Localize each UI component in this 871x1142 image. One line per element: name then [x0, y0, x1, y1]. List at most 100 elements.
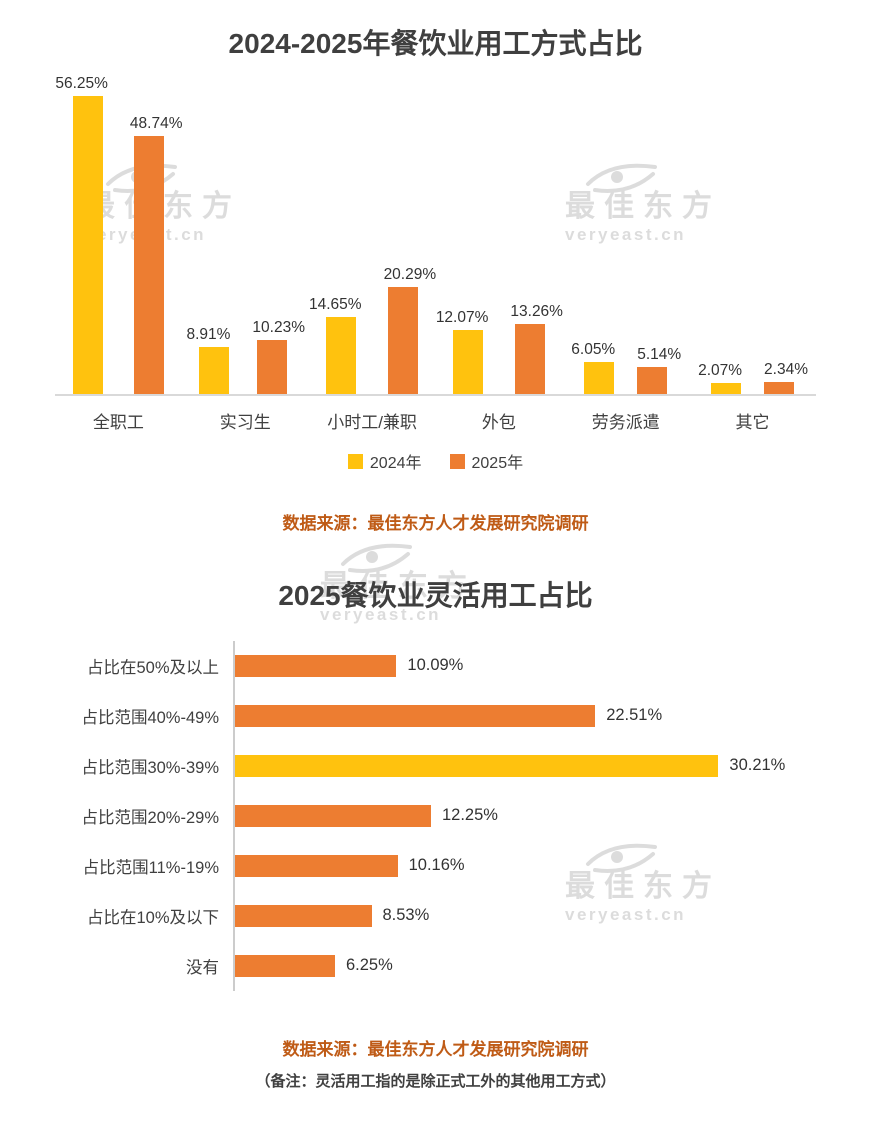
bar-2025年-外包 — [514, 324, 545, 395]
hbar-row-6: 没有 6.25% — [18, 940, 831, 991]
legend-swatch-2024 — [347, 453, 363, 469]
hbar-占比范围20%-29% — [235, 804, 431, 827]
chart1-employment-methods: 2024-2025年餐饮业用工方式占比 56.25% 48.74% 8.91% 10.… — [0, 26, 871, 534]
chart2-plot-area: 占比在50%及以上 10.09% 占比范围40%-49% 22.51% 占比范围30%-… — [18, 640, 831, 991]
hbar-value-label-5: 8.53% — [382, 906, 430, 925]
hbar-value-label-3: 12.25% — [442, 806, 498, 825]
chart2-note-text: （备注：灵活用工指的是除正式工外的其他用工方式） — [255, 1072, 616, 1090]
bar-wrap: 20.29% — [377, 266, 436, 395]
hbar-value-label-4: 10.16% — [408, 856, 465, 875]
hbar-row-3: 占比范围20%-29% 12.25% — [18, 790, 831, 841]
bar-wrap: 2.07% — [698, 362, 748, 395]
category-label-0: 全职工 — [92, 413, 144, 433]
hbar-占比在50%及以上 — [235, 654, 397, 677]
hbar-category-label-4: 占比范围11%-19% — [82, 858, 219, 877]
bar-value-label: 10.23% — [252, 319, 305, 337]
bar-wrap: 12.07% — [436, 309, 495, 395]
hbar-row-0: 占比在50%及以上 10.09% — [18, 640, 831, 691]
bar-2025年-劳务派遣 — [637, 367, 668, 395]
bar-group-3: 12.07% 13.26% — [435, 78, 563, 395]
hbar-value-label-2: 30.21% — [729, 756, 786, 775]
bar-value-label: 2.07% — [698, 362, 743, 380]
bar-2024年-全职工 — [72, 96, 103, 395]
hbar-category-label-3: 占比范围20%-29% — [81, 808, 219, 827]
hbar-track-4: 10.16% — [233, 840, 831, 891]
bar-wrap: 13.26% — [503, 303, 563, 395]
chart1-source-text: 数据来源：最佳东方人才发展研究院调研 — [282, 514, 589, 534]
hbar-row-5: 占比在10%及以下 8.53% — [18, 890, 831, 941]
hbar-没有 — [235, 954, 335, 977]
bar-group-5: 2.07% 2.34% — [689, 78, 816, 395]
hbar-track-1: 22.51% — [233, 690, 831, 741]
category-label-4: 劳务派遣 — [591, 413, 660, 433]
bar-value-label: 20.29% — [383, 265, 437, 283]
bar-2025年-其它 — [764, 382, 795, 395]
bar-group-2: 14.65% 20.29% — [309, 78, 436, 395]
bar-2024年-其它 — [711, 383, 742, 395]
veryeast-logo-icon — [341, 543, 412, 573]
bar-wrap: 10.23% — [245, 319, 305, 395]
legend-item-2024: 2024年 — [347, 449, 422, 473]
legend-label-2024: 2024年 — [369, 455, 422, 473]
bar-value-label: 2.34% — [764, 361, 808, 378]
hbar-value-label-0: 10.09% — [407, 656, 464, 675]
bar-group-4: 6.05% 5.14% — [562, 78, 689, 395]
hbar-track-2: 30.21% — [233, 740, 831, 791]
hbar-category-label-6: 没有 — [186, 958, 219, 977]
bar-2025年-小时工/兼职 — [387, 286, 418, 395]
bar-value-label: 6.05% — [571, 341, 616, 359]
bar-2024年-劳务派遣 — [584, 362, 615, 395]
category-label-1: 实习生 — [219, 413, 271, 433]
hbar-category-label-2: 占比范围30%-39% — [81, 758, 219, 777]
bar-wrap: 2.34% — [757, 361, 808, 395]
bar-group-0: 56.25% 48.74% — [55, 75, 182, 395]
hbar-row-1: 占比范围40%-49% 22.51% — [18, 690, 831, 741]
bar-value-label: 13.26% — [510, 303, 563, 321]
category-label-2: 小时工/兼职 — [327, 413, 417, 433]
bar-value-label: 8.91% — [186, 326, 231, 344]
legend-swatch-2025 — [449, 453, 465, 469]
hbar-占比范围11%-19% — [235, 854, 398, 877]
chart1-legend: 2024年 2025年 — [0, 449, 871, 473]
hbar-track-3: 12.25% — [233, 790, 831, 841]
chart2-flexible-employment: 2025餐饮业灵活用工占比 占比在50%及以上 10.09% 占比范围40%-49%… — [0, 578, 871, 1090]
chart1-category-axis: 全职工 实习生 小时工/兼职 外包 劳务派遣 其它 — [55, 396, 816, 433]
chart2-title: 2025餐饮业灵活用工占比 — [278, 580, 593, 612]
hbar-value-label-1: 22.51% — [606, 706, 663, 725]
chart1-title: 2024-2025年餐饮业用工方式占比 — [228, 28, 643, 59]
legend-label-2025: 2025年 — [471, 455, 524, 473]
bar-2024年-实习生 — [199, 347, 230, 395]
hbar-category-label-5: 占比在10%及以下 — [86, 908, 219, 927]
hbar-value-label-6: 6.25% — [346, 956, 393, 975]
hbar-category-label-0: 占比在50%及以上 — [86, 658, 219, 677]
category-label-3: 外包 — [481, 413, 516, 433]
bar-value-label: 12.07% — [435, 309, 489, 327]
hbar-占比范围40%-49% — [235, 704, 596, 727]
bar-wrap: 56.25% — [55, 75, 114, 395]
bar-wrap: 48.74% — [123, 115, 182, 395]
bar-2024年-小时工/兼职 — [326, 316, 357, 395]
hbar-占比范围30%-39% — [235, 754, 719, 777]
chart2-source-text: 数据来源：最佳东方人才发展研究院调研 — [282, 1039, 589, 1059]
bar-wrap: 8.91% — [186, 326, 236, 395]
bar-wrap: 6.05% — [571, 341, 621, 395]
bar-2024年-外包 — [453, 330, 484, 395]
hbar-row-2: 占比范围30%-39% 30.21% — [18, 740, 831, 791]
legend-item-2025: 2025年 — [449, 449, 524, 473]
chart1-plot-area: 56.25% 48.74% 8.91% 10.23% 14.65% 20.29% 12.07… — [55, 75, 816, 397]
hbar-track-0: 10.09% — [233, 640, 831, 691]
hbar-track-6: 6.25% — [233, 940, 831, 991]
bar-value-label: 48.74% — [129, 115, 183, 133]
bar-wrap: 5.14% — [630, 346, 681, 395]
bar-value-label: 5.14% — [637, 346, 682, 364]
bar-value-label: 14.65% — [308, 295, 362, 313]
category-label-5: 其它 — [735, 413, 770, 433]
bar-value-label: 56.25% — [55, 75, 108, 93]
hbar-row-4: 占比范围11%-19% 10.16% — [18, 840, 831, 891]
bar-wrap: 14.65% — [309, 296, 368, 395]
bar-2025年-实习生 — [256, 340, 287, 395]
bar-group-1: 8.91% 10.23% — [182, 78, 309, 395]
bar-2025年-全职工 — [134, 136, 165, 395]
hbar-track-5: 8.53% — [233, 890, 831, 941]
